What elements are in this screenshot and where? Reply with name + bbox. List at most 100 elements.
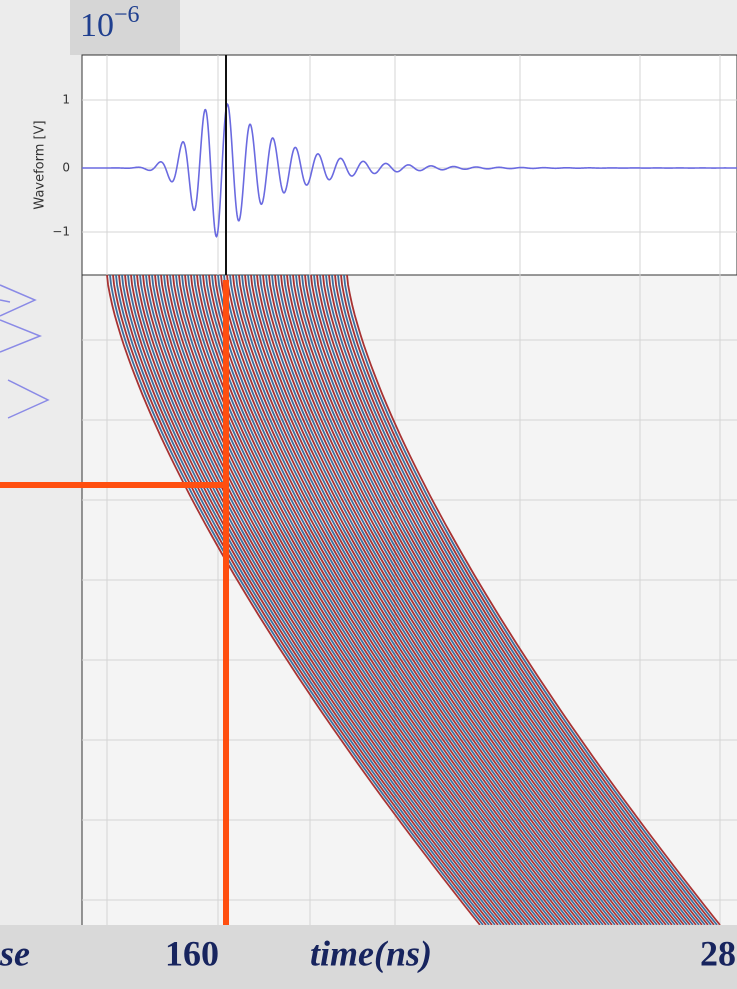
scale-base: 10 [80,7,114,44]
stripe [220,274,595,926]
stripe [175,274,550,926]
bottom-label: 160 [165,933,219,973]
stripe [142,274,517,926]
stripe [184,274,559,926]
stripe [106,274,481,926]
y-tick-label: 0 [62,161,70,175]
stripe [265,274,640,926]
scale-exponent: −6 [114,2,140,28]
stripe [157,274,532,926]
stripe [346,274,721,926]
glyph [0,284,37,317]
stripe [205,274,580,926]
stripe [115,274,490,926]
stripe [292,274,667,926]
glyph [0,319,43,353]
stripe [307,274,682,926]
stripe [301,274,676,926]
stripe [280,274,655,926]
scale-label: 10−6 [80,2,140,44]
stripe [256,274,631,926]
stripe [325,274,700,926]
stripe [313,274,688,926]
stripe-band [106,274,721,926]
stripe [118,274,493,926]
stripe [190,274,565,926]
stripe [160,274,535,926]
stripe [289,274,664,926]
stripe [112,274,487,926]
stripe [187,274,562,926]
glyph [7,379,50,419]
y-axis-label: Waveform [V] [33,120,48,209]
y-tick-label: 1 [62,93,70,107]
stripe [109,274,484,926]
stripe [241,274,616,926]
stripe [124,274,499,926]
scale-box [70,0,180,55]
stripe [154,274,529,926]
stripe [130,274,505,926]
stripe [247,274,622,926]
stripe [181,274,556,926]
stripe [268,274,643,926]
stripe [163,274,538,926]
stripe [145,274,520,926]
stripe [226,274,601,926]
bottom-label: time(ns) [310,933,432,973]
stripe [310,274,685,926]
stripe [283,274,658,926]
stripe [223,274,598,926]
stripe [340,274,715,926]
stripe [127,274,502,926]
stripe [343,274,718,926]
stripe [259,274,634,926]
stripe [277,274,652,926]
y-tick-label: −1 [52,225,70,239]
stripe [121,274,496,926]
bottom-label: se [0,933,30,973]
stripe [232,274,607,926]
stripe [304,274,679,926]
stripe [133,274,508,926]
stripe [178,274,553,926]
stripe [250,274,625,926]
stripe [235,274,610,926]
stripe [199,274,574,926]
stripe [295,274,670,926]
waveform [82,102,737,238]
stripe [298,274,673,926]
stripe [337,274,712,926]
stripe [166,274,541,926]
bottom-label: 28 [700,933,736,973]
stripe [211,274,586,926]
stripe [244,274,619,926]
stripe [271,274,646,926]
stripe [148,274,523,926]
stripe [151,274,526,926]
stripe [316,274,691,926]
stripe [274,274,649,926]
stripe [139,274,514,926]
stripe [172,274,547,926]
stripe [217,274,592,926]
stripe [334,274,709,926]
stripe [319,274,694,926]
stripe [169,274,544,926]
stripe [322,274,697,926]
stripe [229,274,604,926]
stripe [238,274,613,926]
bottom-bar [0,925,737,989]
glyph [0,299,11,303]
stripe [328,274,703,926]
stripe [262,274,637,926]
stripe [214,274,589,926]
stripe [208,274,583,926]
trace-glyphs [0,284,50,419]
stripe [253,274,628,926]
stripe [202,274,577,926]
stripe [286,274,661,926]
stripe [331,274,706,926]
